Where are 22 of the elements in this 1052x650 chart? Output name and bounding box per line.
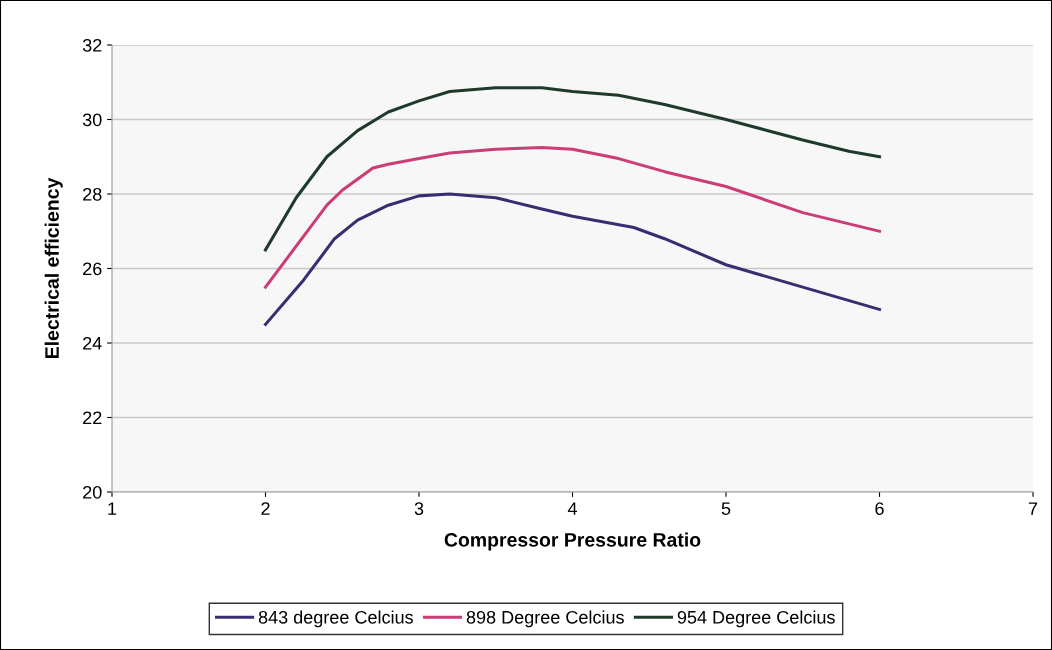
- x-tick-label: 3: [414, 502, 424, 515]
- x-tick-label: 1: [108, 502, 117, 515]
- legend-label: 954 Degree Celcius: [677, 610, 835, 628]
- line-series: [263, 86, 882, 252]
- line-series: [263, 192, 882, 326]
- y-axis-title: Electrical efficiency: [44, 177, 63, 358]
- y-tick-label: 32: [82, 38, 102, 52]
- legend-label: 843 degree Celcius: [258, 610, 413, 628]
- y-tick-label: 22: [83, 411, 102, 425]
- y-tick-label: 26: [83, 262, 102, 276]
- x-tick-label: 4: [567, 502, 577, 515]
- x-tick-label: 2: [261, 502, 270, 515]
- x-tick-label: 6: [875, 502, 884, 515]
- x-tick-label: 5: [721, 502, 731, 515]
- y-tick-label: 24: [83, 336, 102, 350]
- x-axis-title: Compressor Pressure Ratio: [444, 532, 701, 551]
- legend-label: 898 Degree Celcius: [466, 610, 624, 628]
- x-tick-label: 7: [1028, 502, 1038, 515]
- y-tick-label: 20: [83, 485, 102, 499]
- y-tick-label: 30: [82, 113, 102, 127]
- line-series: [263, 145, 882, 289]
- y-tick-label: 28: [83, 187, 102, 201]
